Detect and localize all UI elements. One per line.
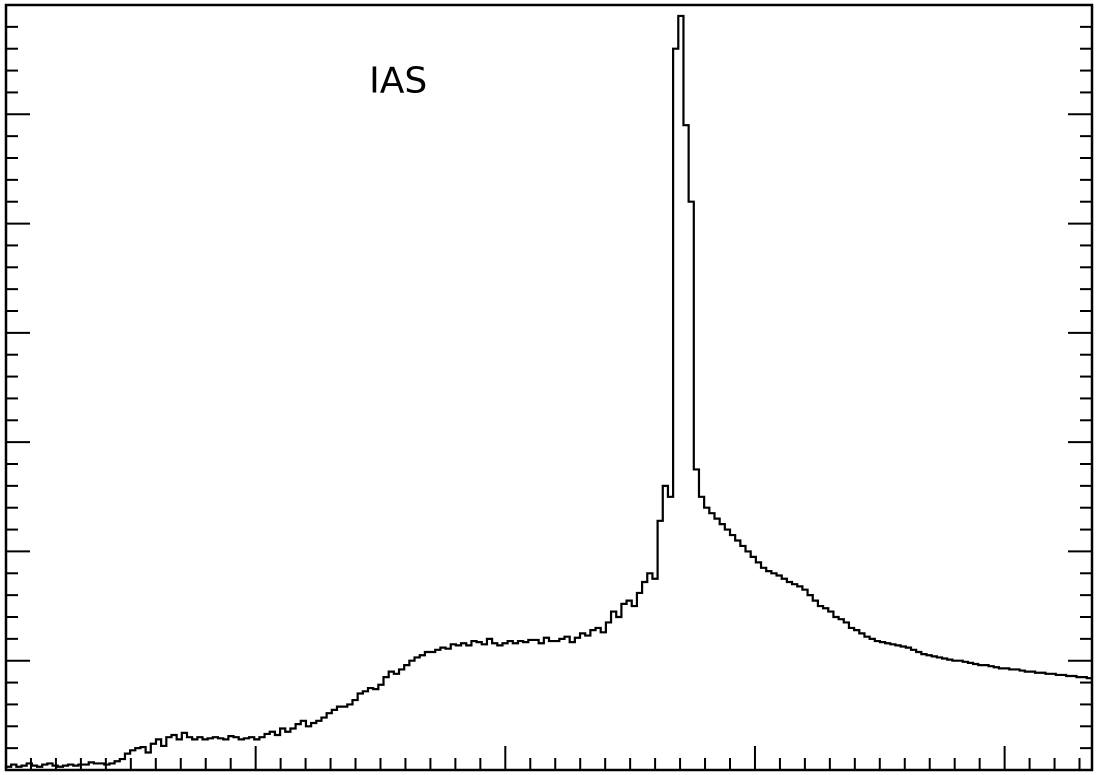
plot-frame [4,3,1094,772]
peak-annotation: IAS [369,60,427,101]
histogram-series [4,14,1092,770]
axis-ticks [5,4,1092,771]
